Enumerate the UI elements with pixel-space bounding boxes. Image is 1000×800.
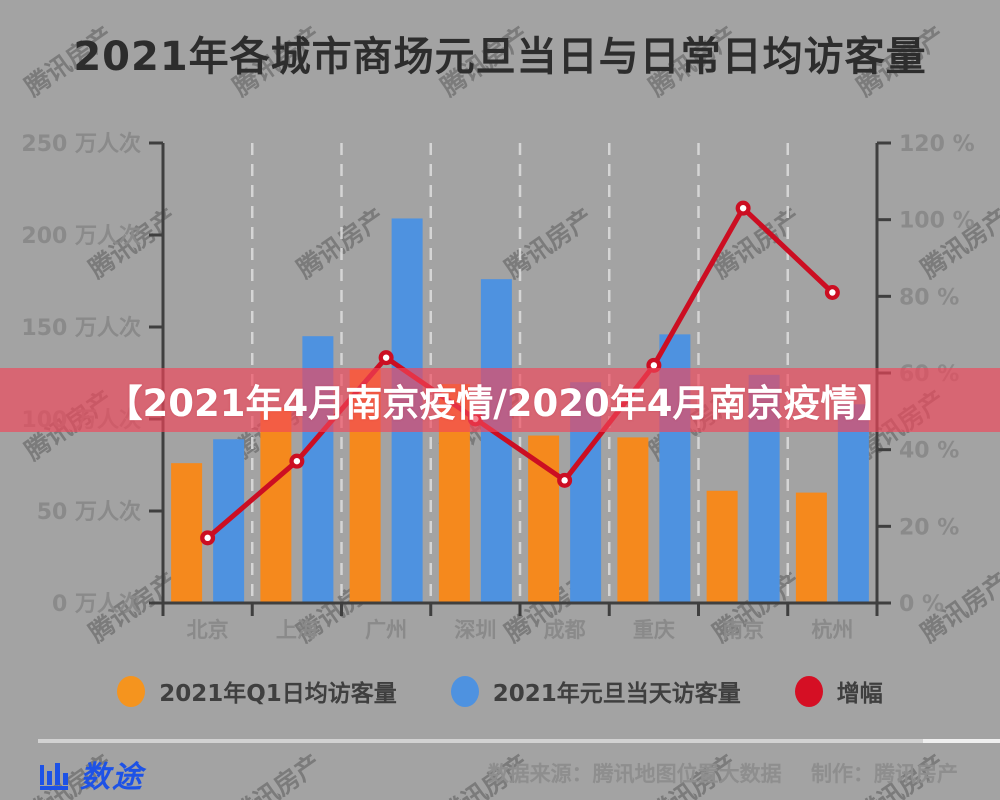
bar-q1-avg bbox=[260, 407, 292, 603]
bar-q1-avg bbox=[617, 437, 649, 603]
bar-newyear-day bbox=[837, 404, 869, 603]
x-category-label: 上海 bbox=[276, 618, 318, 642]
x-category-label: 重庆 bbox=[633, 618, 675, 642]
y-right-tick-label: 40 % bbox=[899, 439, 959, 464]
y-right-tick-label: 0 % bbox=[899, 592, 944, 617]
x-category-label: 深圳 bbox=[454, 618, 496, 642]
growth-point-center bbox=[204, 534, 211, 542]
legend-label-growth: 增幅 bbox=[836, 681, 883, 707]
bar-chart-logo-icon bbox=[40, 763, 68, 790]
bar-q1-avg bbox=[795, 492, 827, 603]
y-left-tick-label: 250 万人次 bbox=[21, 131, 141, 157]
legend-label-q1: 2021年Q1日均访客量 bbox=[159, 681, 397, 707]
legend-dot-blue bbox=[450, 675, 479, 707]
y-right-tick-label: 120 % bbox=[899, 132, 975, 157]
overlay-banner-text: 【2021年4月南京疫情/2020年4月南京疫情】 bbox=[105, 382, 895, 425]
legend-dot-red bbox=[794, 675, 823, 707]
y-left-tick-label: 50 万人次 bbox=[37, 499, 141, 525]
footer-source-line: 数据来源：腾讯地图位置大数据 制作：腾讯房产 bbox=[488, 758, 958, 788]
watermark-text: 腾讯房产 bbox=[227, 748, 327, 800]
data-source-text: 数据来源：腾讯地图位置大数据 bbox=[487, 762, 782, 786]
growth-point-center bbox=[382, 354, 390, 361]
legend-item-growth: 增幅 bbox=[794, 674, 883, 708]
logo-text: 数途 bbox=[80, 760, 144, 795]
chart-title: 2021年各城市商场元旦当日与日常日均访客量 bbox=[73, 34, 927, 80]
growth-point-center bbox=[650, 362, 658, 369]
overlay-banner: 【2021年4月南京疫情/2020年4月南京疫情】 bbox=[0, 368, 1000, 432]
x-category-label: 南京 bbox=[722, 618, 764, 642]
legend-label-newyear: 2021年元旦当天访客量 bbox=[492, 681, 741, 707]
logo: 数途 bbox=[38, 752, 144, 796]
growth-point-center bbox=[293, 457, 301, 465]
y-right-tick-label: 80 % bbox=[899, 285, 959, 310]
chart-legend: 2021年Q1日均访客量 2021年元旦当天访客量 增幅 bbox=[0, 668, 1000, 714]
y-left-tick-label: 0 万人次 bbox=[52, 591, 141, 617]
legend-item-q1: 2021年Q1日均访客量 bbox=[117, 674, 397, 708]
x-category-label: 杭州 bbox=[811, 618, 853, 642]
footer-divider bbox=[38, 739, 1000, 743]
legend-dot-orange bbox=[117, 675, 146, 707]
bar-q1-avg bbox=[171, 463, 203, 603]
growth-point-center bbox=[561, 477, 568, 484]
y-right-tick-label: 20 % bbox=[899, 515, 959, 540]
y-right-tick-label: 100 % bbox=[899, 209, 975, 234]
bar-q1-avg bbox=[706, 490, 738, 603]
y-left-tick-label: 200 万人次 bbox=[21, 223, 141, 249]
x-category-label: 成都 bbox=[544, 618, 586, 642]
x-category-label: 北京 bbox=[187, 618, 229, 642]
growth-line bbox=[205, 205, 835, 540]
x-category-label: 广州 bbox=[365, 618, 407, 642]
growth-point-center bbox=[829, 289, 836, 296]
y-left-tick-label: 150 万人次 bbox=[21, 315, 141, 341]
legend-item-newyear: 2021年元旦当天访客量 bbox=[450, 674, 741, 708]
growth-point-center bbox=[739, 204, 747, 212]
maker-text: 制作：腾讯房产 bbox=[811, 762, 958, 786]
